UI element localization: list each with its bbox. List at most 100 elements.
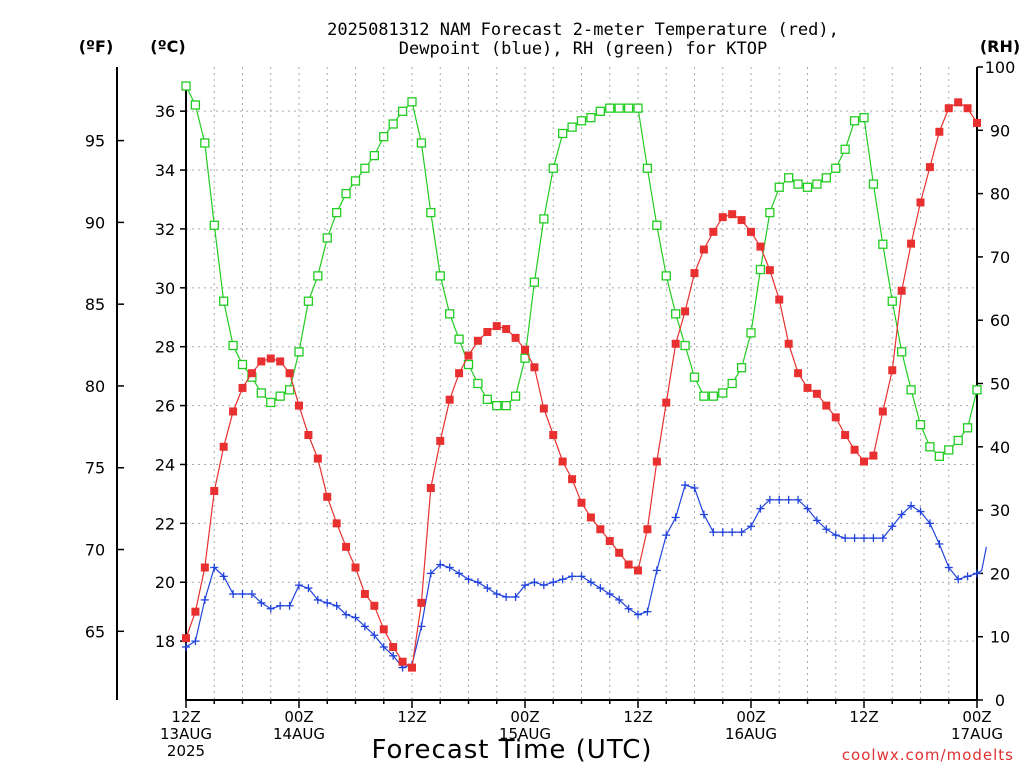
dewpoint-point	[728, 528, 737, 537]
dewpoint-point	[210, 563, 219, 572]
rh-point	[426, 207, 436, 218]
rh-point	[859, 112, 869, 123]
temperature-point	[295, 401, 303, 410]
dewpoint-point	[737, 528, 746, 537]
rh-point	[708, 391, 718, 401]
rh-point	[510, 391, 521, 401]
temperature-point	[426, 484, 435, 493]
rh-point	[671, 309, 681, 319]
x-tick-label: 00Z	[510, 708, 539, 726]
rh-point	[275, 391, 285, 401]
x-tick-label: 00Z	[736, 708, 765, 726]
dewpoint-point	[276, 601, 285, 610]
dewpoint-point	[756, 504, 765, 513]
rh-point	[944, 445, 954, 455]
rh-point	[341, 188, 351, 199]
temperature-point	[191, 607, 200, 616]
x-tick-label: 12Z	[849, 708, 878, 726]
temperature-point	[605, 537, 614, 546]
rh-point	[774, 182, 784, 192]
rh-point	[360, 163, 370, 173]
grid-layer	[186, 67, 977, 700]
dewpoint-point	[615, 595, 624, 604]
rh-point	[567, 122, 577, 132]
credit-text: coolwx.com/modelts	[842, 746, 1014, 764]
temperature-point	[643, 525, 652, 534]
celsius-tick-label: 36	[155, 102, 175, 121]
temperature-point	[342, 542, 351, 551]
temperature-point	[878, 407, 887, 416]
dewpoint-point	[492, 590, 501, 599]
rh-unit-label: (RH)	[980, 37, 1020, 56]
rh-point	[595, 106, 605, 116]
temperature-point	[238, 383, 247, 392]
celsius-tick-label: 26	[155, 397, 175, 416]
dewpoint-point	[285, 601, 294, 610]
dewpoint-point	[483, 584, 492, 593]
rh-point	[840, 144, 850, 154]
series-layer	[181, 81, 987, 672]
temperature-point	[464, 351, 473, 360]
temperature-point	[370, 601, 379, 610]
celsius-unit-label: (ºC)	[150, 37, 185, 56]
temperature-point	[568, 475, 577, 484]
rh-point	[256, 388, 266, 398]
dewpoint-point	[841, 534, 850, 543]
fahrenheit-tick-label: 90	[85, 213, 105, 232]
rh-point	[784, 173, 794, 183]
temperature-point	[379, 625, 388, 634]
rh-point	[445, 309, 455, 319]
temperature-point	[954, 98, 963, 107]
rh-point	[887, 296, 897, 306]
temperature-point	[916, 198, 925, 207]
rh-point	[200, 138, 210, 148]
celsius-tick-label: 34	[155, 161, 175, 180]
rh-point	[576, 116, 587, 126]
temperature-point	[634, 566, 642, 575]
temperature-point	[492, 322, 501, 331]
dewpoint-point	[266, 604, 275, 613]
temperature-point	[323, 492, 332, 501]
dewpoint-point	[530, 578, 539, 587]
rh-point	[718, 388, 728, 398]
dewpoint-point	[765, 495, 774, 504]
dewpoint-point	[370, 631, 379, 640]
temperature-point	[229, 407, 238, 416]
rh-point	[746, 328, 756, 338]
rh-point	[642, 163, 653, 173]
dewpoint-series-line	[185, 484, 987, 669]
dewpoint-point	[219, 572, 228, 581]
rh-tick-label: 70	[990, 248, 1010, 267]
rh-point	[190, 100, 201, 110]
temperature-point	[699, 245, 708, 254]
rh-point	[793, 179, 803, 189]
dewpoint-point	[389, 651, 398, 660]
rh-point	[680, 340, 690, 351]
temperature-point	[473, 336, 482, 345]
rh-point	[548, 163, 558, 173]
rh-tick-label: 100	[985, 58, 1016, 77]
dewpoint-point	[850, 534, 859, 543]
dewpoint-point	[568, 572, 577, 581]
temperature-point	[586, 513, 595, 522]
axes-layer: 18 20 22 24 26 28 30 32 34 36 65 70 75 80 85 90 95 0 10 20 3…	[85, 58, 1015, 710]
temperature-point	[549, 431, 558, 440]
dewpoint-point	[897, 510, 906, 519]
dewpoint-point	[200, 595, 209, 604]
temperature-point	[765, 266, 774, 275]
rh-point	[962, 423, 973, 433]
rh-point	[755, 264, 766, 275]
temperature-point	[558, 457, 567, 466]
rh-point	[868, 179, 879, 189]
temperature-point	[247, 369, 256, 378]
celsius-tick-label: 28	[155, 338, 175, 357]
temperature-point	[615, 548, 624, 557]
rh-tick-label: 90	[990, 121, 1010, 140]
temperature-point	[907, 239, 916, 248]
rh-point	[699, 391, 709, 401]
dewpoint-point	[586, 578, 595, 587]
dewpoint-point	[662, 531, 671, 540]
x-tick-label: 12Z	[623, 708, 652, 726]
dewpoint-point	[916, 507, 925, 516]
